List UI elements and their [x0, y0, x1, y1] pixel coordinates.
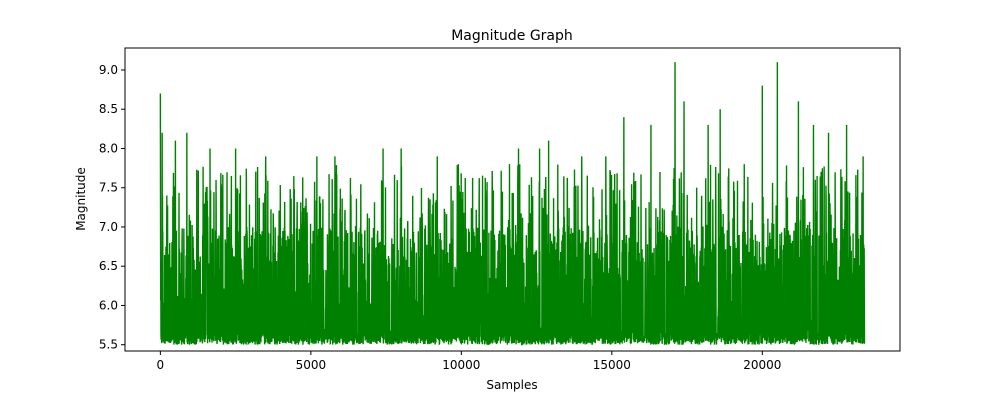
x-tick-label: 20000 — [743, 358, 781, 372]
y-tick-label: 7.0 — [99, 220, 118, 234]
x-axis-label: Samples — [486, 378, 537, 392]
y-tick-label: 6.5 — [99, 259, 118, 273]
y-tick-label: 8.5 — [99, 102, 118, 116]
series-line — [159, 62, 866, 346]
y-tick-label: 9.0 — [99, 63, 118, 77]
x-tick-label: 15000 — [593, 358, 631, 372]
plot-area — [159, 62, 866, 346]
y-tick-label: 6.0 — [99, 298, 118, 312]
plot-frame — [124, 47, 901, 352]
y-tick-label: 5.5 — [99, 338, 118, 352]
x-axis: 0 5000 10000 15000 20000 — [157, 351, 781, 372]
x-tick-label: 0 — [157, 358, 165, 372]
x-tick-label: 10000 — [442, 358, 480, 372]
x-tick-label: 5000 — [296, 358, 327, 372]
y-tick-label: 7.5 — [99, 181, 118, 195]
y-axis: 5.5 6.0 6.5 7.0 7.5 8.0 8.5 9.0 — [99, 63, 125, 352]
y-tick-label: 8.0 — [99, 141, 118, 155]
chart-title: Magnitude Graph — [451, 28, 573, 44]
y-axis-label: Magnitude — [74, 167, 88, 231]
